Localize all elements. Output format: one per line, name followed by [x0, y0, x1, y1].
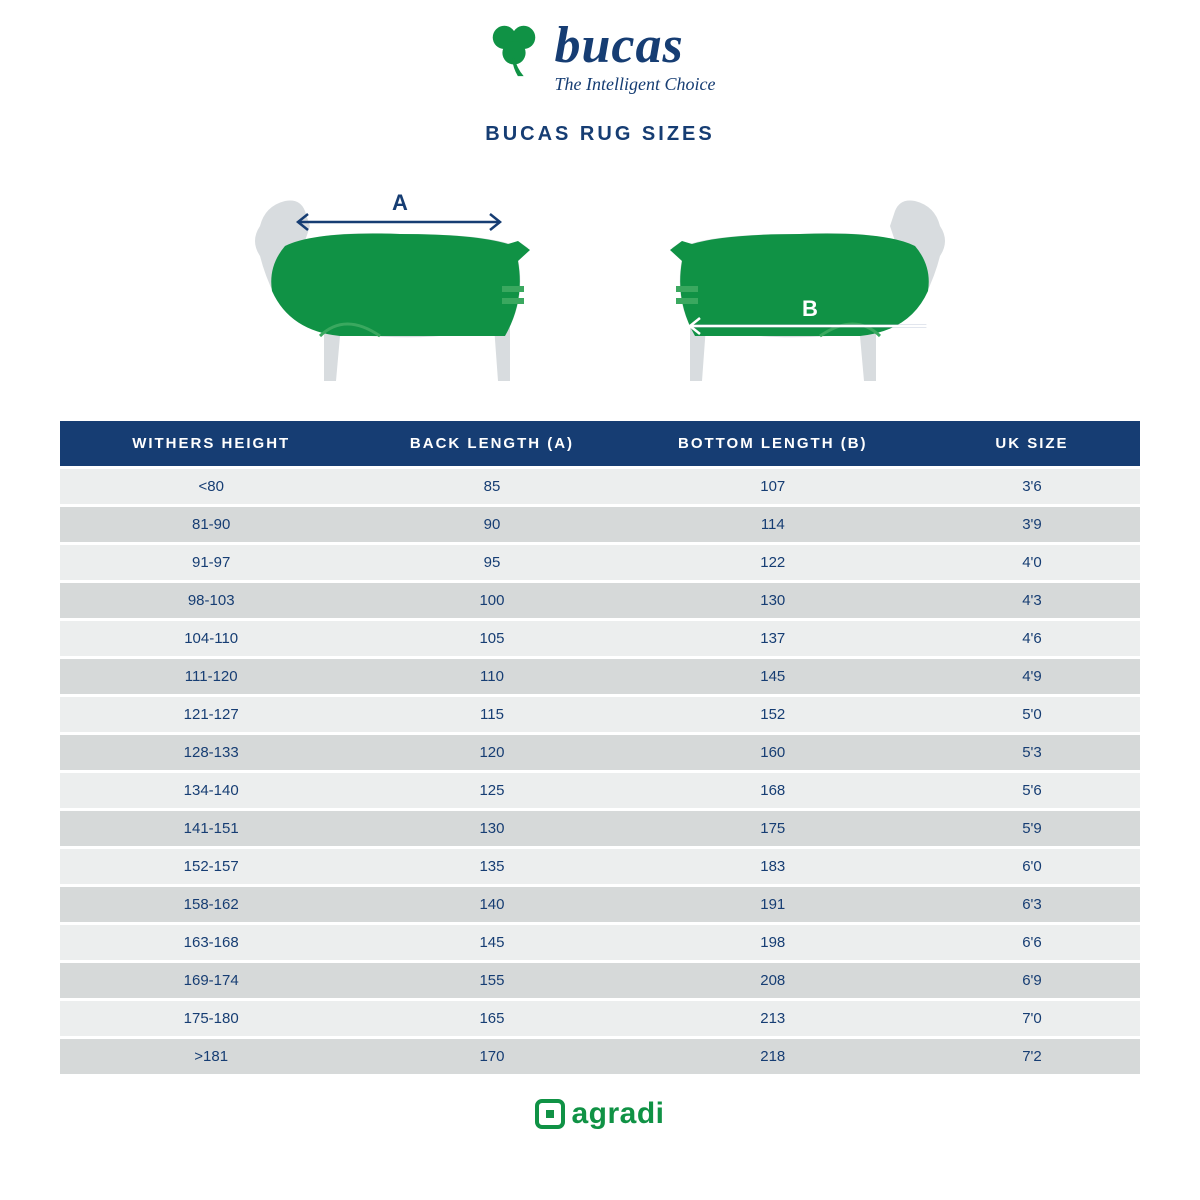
table-cell: 137: [622, 621, 924, 656]
table-row: 104-1101051374'6: [60, 621, 1140, 656]
table-cell: 152-157: [60, 849, 362, 884]
table-row: 141-1511301755'9: [60, 811, 1140, 846]
brand-logo: bucas The Intelligent Choice: [485, 20, 716, 95]
table-cell: 85: [362, 469, 621, 504]
table-cell: 140: [362, 887, 621, 922]
table-row: 169-1741552086'9: [60, 963, 1140, 998]
table-cell: 5'3: [924, 735, 1140, 770]
table-row: 175-1801652137'0: [60, 1001, 1140, 1036]
footer-logo: agradi: [535, 1097, 664, 1131]
measurement-diagram: A B: [60, 176, 1140, 396]
agradi-icon: [535, 1099, 565, 1129]
table-cell: 100: [362, 583, 621, 618]
table-cell: 6'3: [924, 887, 1140, 922]
table-header: BOTTOM LENGTH (B): [622, 421, 924, 466]
size-table: WITHERS HEIGHTBACK LENGTH (A)BOTTOM LENG…: [60, 418, 1140, 1077]
table-row: >1811702187'2: [60, 1039, 1140, 1074]
table-cell: 111-120: [60, 659, 362, 694]
table-cell: 130: [622, 583, 924, 618]
table-row: 152-1571351836'0: [60, 849, 1140, 884]
table-cell: 7'0: [924, 1001, 1140, 1036]
table-cell: 191: [622, 887, 924, 922]
table-cell: 5'9: [924, 811, 1140, 846]
table-cell: 98-103: [60, 583, 362, 618]
table-cell: 4'6: [924, 621, 1140, 656]
svg-text:A: A: [392, 190, 408, 215]
table-header-row: WITHERS HEIGHTBACK LENGTH (A)BOTTOM LENG…: [60, 421, 1140, 466]
table-cell: 208: [622, 963, 924, 998]
table-cell: 175: [622, 811, 924, 846]
table-cell: 170: [362, 1039, 621, 1074]
table-cell: 6'0: [924, 849, 1140, 884]
page-title: BUCAS RUG SIZES: [485, 123, 714, 146]
table-row: <80851073'6: [60, 469, 1140, 504]
table-cell: 128-133: [60, 735, 362, 770]
table-row: 158-1621401916'3: [60, 887, 1140, 922]
table-row: 163-1681451986'6: [60, 925, 1140, 960]
table-cell: 4'3: [924, 583, 1140, 618]
table-cell: 213: [622, 1001, 924, 1036]
table-cell: 107: [622, 469, 924, 504]
table-cell: 158-162: [60, 887, 362, 922]
table-row: 81-90901143'9: [60, 507, 1140, 542]
table-row: 134-1401251685'6: [60, 773, 1140, 808]
table-row: 91-97951224'0: [60, 545, 1140, 580]
table-cell: 95: [362, 545, 621, 580]
table-row: 98-1031001304'3: [60, 583, 1140, 618]
table-cell: 165: [362, 1001, 621, 1036]
table-cell: 7'2: [924, 1039, 1140, 1074]
brand-tagline: The Intelligent Choice: [555, 74, 716, 95]
table-row: 111-1201101454'9: [60, 659, 1140, 694]
table-cell: 135: [362, 849, 621, 884]
table-cell: 4'0: [924, 545, 1140, 580]
table-cell: 130: [362, 811, 621, 846]
table-cell: 175-180: [60, 1001, 362, 1036]
table-cell: 160: [622, 735, 924, 770]
table-cell: 141-151: [60, 811, 362, 846]
table-cell: >181: [60, 1039, 362, 1074]
table-row: 128-1331201605'3: [60, 735, 1140, 770]
table-cell: 91-97: [60, 545, 362, 580]
table-cell: 163-168: [60, 925, 362, 960]
table-cell: 5'0: [924, 697, 1140, 732]
table-cell: 4'9: [924, 659, 1140, 694]
table-cell: 5'6: [924, 773, 1140, 808]
table-cell: 81-90: [60, 507, 362, 542]
footer-text: agradi: [571, 1097, 664, 1131]
brand-name: bucas: [555, 20, 716, 72]
table-cell: 110: [362, 659, 621, 694]
table-cell: 122: [622, 545, 924, 580]
table-cell: 104-110: [60, 621, 362, 656]
svg-text:B: B: [802, 296, 818, 321]
table-cell: 218: [622, 1039, 924, 1074]
shamrock-icon: [485, 20, 543, 78]
table-cell: 3'9: [924, 507, 1140, 542]
table-cell: 90: [362, 507, 621, 542]
table-cell: 115: [362, 697, 621, 732]
table-cell: 105: [362, 621, 621, 656]
table-cell: 125: [362, 773, 621, 808]
table-cell: 183: [622, 849, 924, 884]
table-cell: 121-127: [60, 697, 362, 732]
table-header: WITHERS HEIGHT: [60, 421, 362, 466]
table-cell: 152: [622, 697, 924, 732]
table-cell: 145: [362, 925, 621, 960]
table-header: UK SIZE: [924, 421, 1140, 466]
table-cell: 6'6: [924, 925, 1140, 960]
table-cell: 169-174: [60, 963, 362, 998]
table-cell: 198: [622, 925, 924, 960]
table-cell: 145: [622, 659, 924, 694]
table-cell: 3'6: [924, 469, 1140, 504]
table-cell: 6'9: [924, 963, 1140, 998]
table-cell: 120: [362, 735, 621, 770]
table-cell: 155: [362, 963, 621, 998]
table-header: BACK LENGTH (A): [362, 421, 621, 466]
table-cell: 168: [622, 773, 924, 808]
table-cell: 134-140: [60, 773, 362, 808]
table-cell: 114: [622, 507, 924, 542]
table-row: 121-1271151525'0: [60, 697, 1140, 732]
table-cell: <80: [60, 469, 362, 504]
